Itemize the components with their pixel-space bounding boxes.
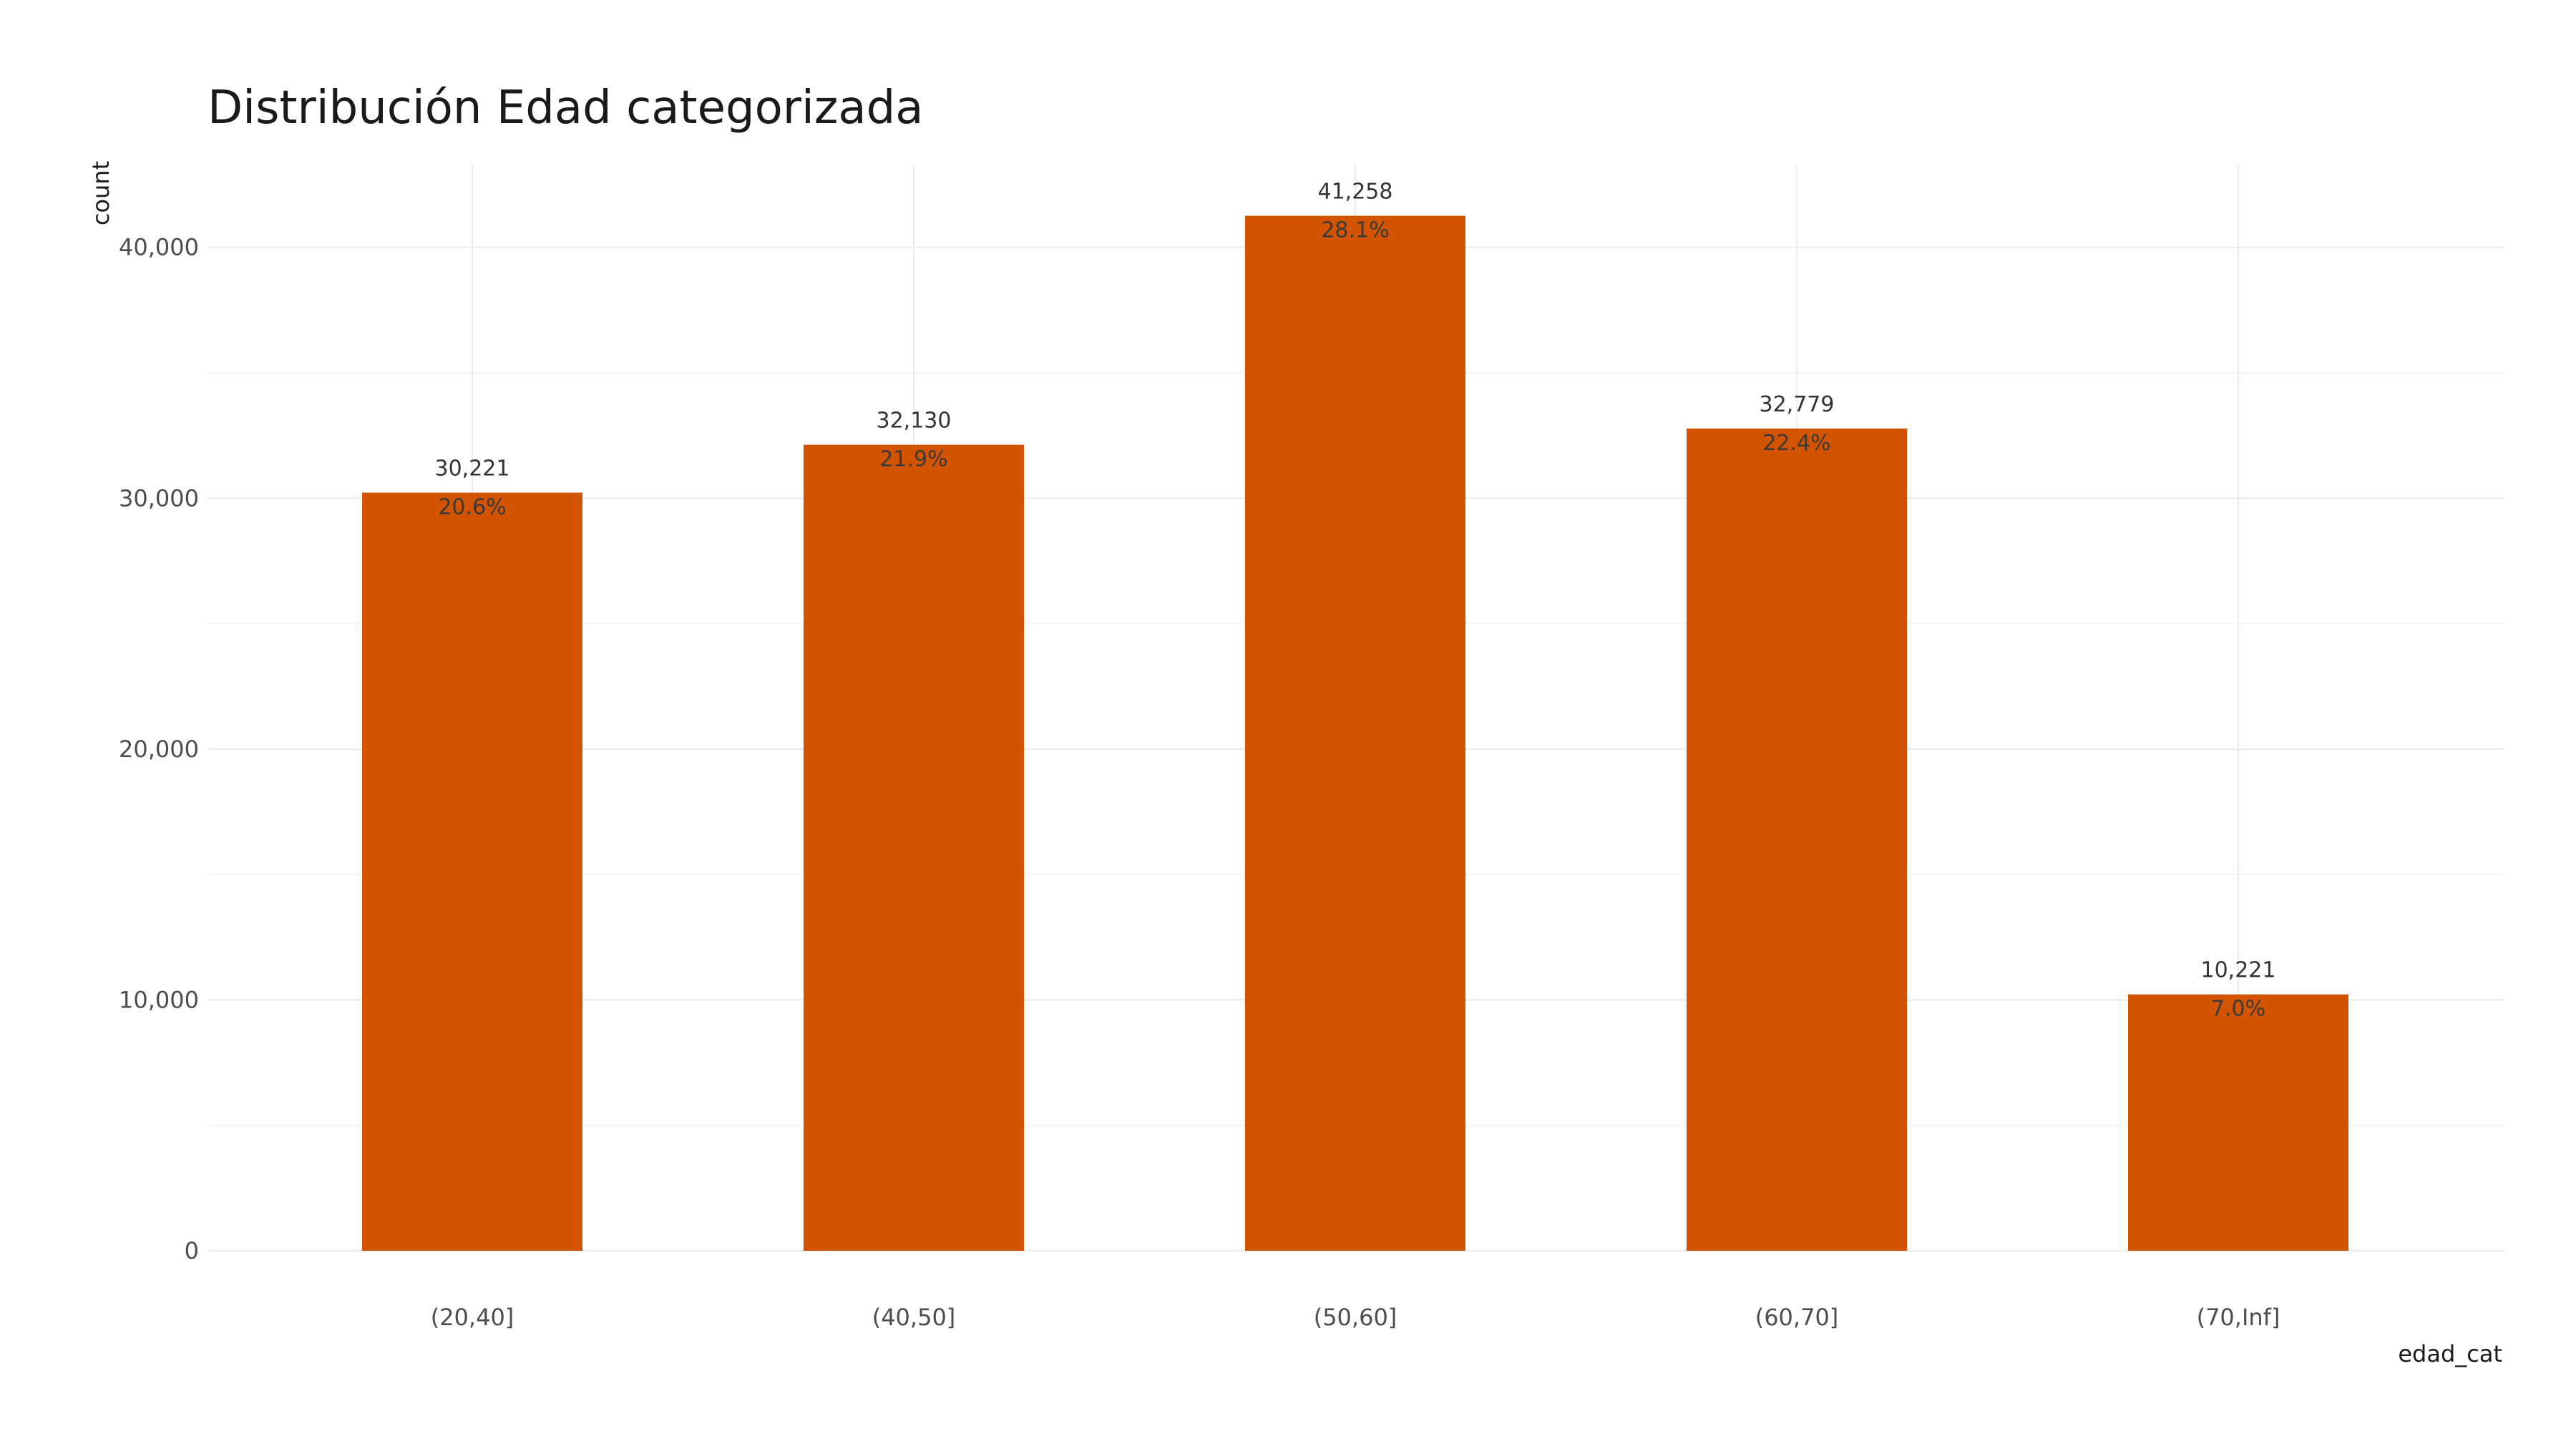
y-axis-title: count	[87, 161, 114, 225]
chart-title: Distribución Edad categorizada	[208, 82, 923, 135]
x-tick-label: (40,50]	[872, 1304, 956, 1331]
y-axis-ticks: 0 10,000 20,000 30,000 40,000	[119, 234, 199, 1264]
bar-percent-label: 20.6%	[438, 495, 506, 520]
bar	[1687, 428, 1907, 1251]
bar-count-label: 32,779	[1760, 392, 1835, 417]
x-tick-label: (70,Inf]	[2197, 1304, 2280, 1331]
bar	[1245, 215, 1465, 1251]
y-tick-label: 20,000	[119, 736, 199, 763]
bar	[362, 492, 582, 1251]
x-tick-label: (20,40]	[431, 1304, 514, 1331]
bar	[2128, 994, 2348, 1251]
bar-count-label: 32,130	[877, 409, 952, 434]
x-axis-ticks: (20,40] (40,50] (50,60] (60,70] (70,Inf]	[431, 1304, 2280, 1331]
bar-percent-label: 28.1%	[1321, 218, 1389, 243]
bar-count-label: 10,221	[2201, 958, 2276, 983]
x-axis-title: edad_cat	[2398, 1340, 2502, 1367]
x-tick-label: (60,70]	[1755, 1304, 1839, 1331]
y-tick-label: 40,000	[119, 234, 199, 261]
bar-percent-label: 22.4%	[1762, 431, 1830, 456]
x-tick-label: (50,60]	[1314, 1304, 1397, 1331]
y-tick-label: 0	[185, 1237, 199, 1264]
bar-count-label: 30,221	[435, 457, 510, 482]
bar-percent-label: 7.0%	[2211, 997, 2265, 1022]
y-tick-label: 30,000	[119, 484, 199, 512]
bar-count-label: 41,258	[1318, 180, 1393, 205]
bar-percent-label: 21.9%	[879, 447, 947, 472]
bars: 30,221 20.6% 32,130 21.9% 41,258 28.1% 32,779 2…	[362, 180, 2348, 1251]
y-tick-label: 10,000	[119, 986, 199, 1013]
bar	[804, 444, 1024, 1251]
